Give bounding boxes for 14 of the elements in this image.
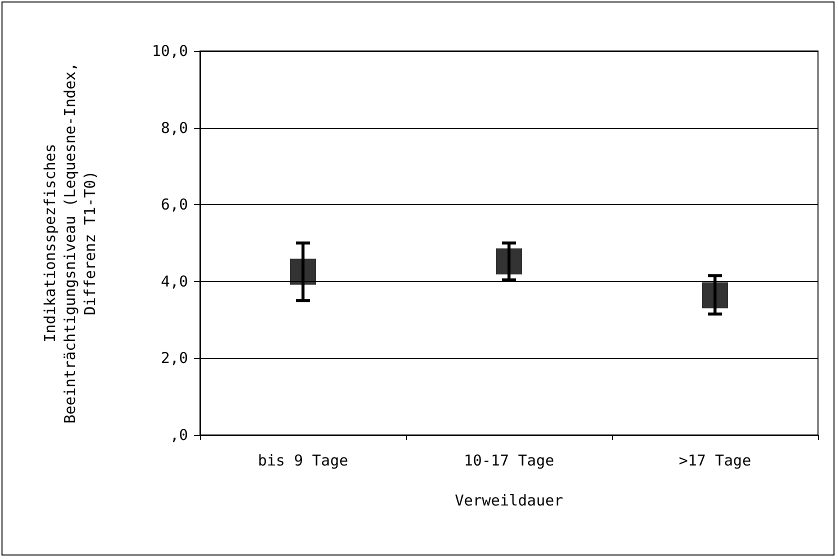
- y-tick-label: 4,0: [160, 272, 188, 290]
- y-tick-label: 6,0: [160, 196, 188, 214]
- x-tick-label: >17 Tage: [678, 452, 752, 470]
- y-tick-label: 10,0: [152, 42, 188, 60]
- y-axis-title: Indikationsspezfisches Beeinträchtigungsniveau (Lequesne-Index, Differenz T1-T0): [41, 62, 99, 424]
- y-tick-label: 8,0: [160, 118, 188, 137]
- x-axis-title: Verweildauer: [454, 492, 564, 510]
- x-tick-label: bis 9 Tage: [258, 452, 348, 470]
- y-tick-label: ,0: [170, 426, 188, 444]
- point: [702, 282, 728, 308]
- point: [496, 248, 522, 274]
- y-tick-label: 2,0: [160, 349, 188, 368]
- point: [290, 258, 316, 285]
- x-tick-label: 10-17 Tage: [464, 452, 554, 470]
